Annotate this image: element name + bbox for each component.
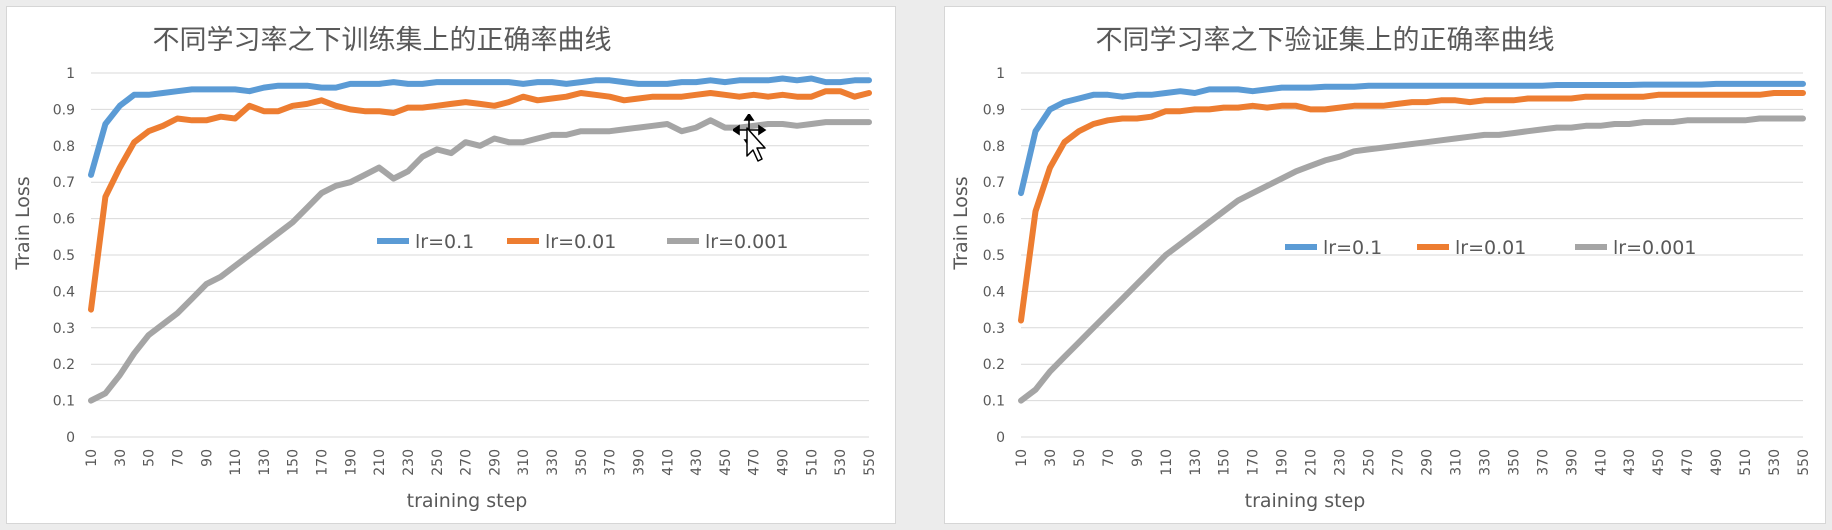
x-tick-label: 350 bbox=[574, 449, 590, 476]
x-tick-label: 390 bbox=[1564, 449, 1580, 476]
legend-label: lr=0.001 bbox=[1613, 237, 1696, 259]
y-tick-label: 0.9 bbox=[53, 102, 75, 118]
y-tick-label: 0.4 bbox=[53, 284, 75, 300]
y-tick-label: 0.7 bbox=[53, 175, 75, 191]
x-tick-label: 430 bbox=[1622, 449, 1638, 476]
chart-svg-validation: 不同学习率之下验证集上的正确率曲线 training step Train Lo… bbox=[945, 7, 1827, 525]
x-tick-label: 170 bbox=[1246, 449, 1262, 476]
x-tick-label: 90 bbox=[1130, 449, 1146, 467]
chart-panel-validation: 不同学习率之下验证集上的正确率曲线 training step Train Lo… bbox=[944, 6, 1826, 524]
x-tick-label: 30 bbox=[1043, 449, 1059, 467]
y-tick-label: 0.6 bbox=[53, 212, 75, 228]
x-tick-label: 110 bbox=[1159, 449, 1175, 476]
x-tick-label: 90 bbox=[199, 449, 215, 467]
y-axis-title: Train Loss bbox=[950, 176, 972, 270]
x-tick-label: 130 bbox=[257, 449, 273, 476]
x-tick-label: 70 bbox=[1101, 449, 1117, 467]
x-tick-label: 490 bbox=[1709, 449, 1725, 476]
x-tick-label: 70 bbox=[170, 449, 186, 467]
legend-label: lr=0.01 bbox=[545, 231, 616, 253]
x-tick-label: 250 bbox=[1362, 449, 1378, 476]
x-tick-label: 150 bbox=[1217, 449, 1233, 476]
y-tick-label: 0.8 bbox=[53, 139, 75, 155]
chart-panel-train: 不同学习率之下训练集上的正确率曲线 training step Train Lo… bbox=[6, 6, 896, 524]
x-tick-label: 10 bbox=[1014, 449, 1030, 467]
x-tick-label: 430 bbox=[689, 449, 705, 476]
x-tick-label: 530 bbox=[833, 449, 849, 476]
x-tick-label: 450 bbox=[1651, 449, 1667, 476]
x-tick-label: 410 bbox=[1593, 449, 1609, 476]
x-tick-label: 110 bbox=[228, 449, 244, 476]
x-tick-label: 150 bbox=[286, 449, 302, 476]
y-tick-label: 0.1 bbox=[53, 394, 75, 410]
y-tick-label: 0.2 bbox=[53, 357, 75, 373]
x-tick-label: 550 bbox=[862, 449, 878, 476]
y-tick-label: 0.3 bbox=[53, 321, 75, 337]
legend-label: lr=0.001 bbox=[705, 231, 788, 253]
y-tick-label: 0.2 bbox=[983, 357, 1005, 373]
x-tick-label: 410 bbox=[660, 449, 676, 476]
chart-title: 不同学习率之下验证集上的正确率曲线 bbox=[1096, 25, 1555, 56]
x-axis-title: training step bbox=[1245, 490, 1366, 512]
y-tick-label: 0.5 bbox=[53, 248, 75, 264]
x-tick-label: 330 bbox=[545, 449, 561, 476]
y-tick-label: 0.8 bbox=[983, 139, 1005, 155]
x-tick-label: 550 bbox=[1796, 449, 1812, 476]
x-tick-label: 270 bbox=[1391, 449, 1407, 476]
y-tick-label: 0.9 bbox=[983, 102, 1005, 118]
x-tick-label: 310 bbox=[1448, 449, 1464, 476]
x-tick-label: 190 bbox=[1275, 449, 1291, 476]
move-cursor-icon bbox=[733, 114, 769, 164]
y-tick-label: 0.4 bbox=[983, 284, 1005, 300]
y-tick-label: 1 bbox=[66, 66, 75, 82]
legend-label: lr=0.01 bbox=[1455, 237, 1526, 259]
y-tick-label: 0.1 bbox=[983, 394, 1005, 410]
x-tick-label: 210 bbox=[372, 449, 388, 476]
x-tick-label: 330 bbox=[1477, 449, 1493, 476]
y-tick-label: 0.7 bbox=[983, 175, 1005, 191]
chart-title: 不同学习率之下训练集上的正确率曲线 bbox=[153, 25, 612, 56]
x-tick-label: 10 bbox=[84, 449, 100, 467]
x-tick-label: 230 bbox=[1333, 449, 1349, 476]
legend-label: lr=0.1 bbox=[1323, 237, 1382, 259]
y-tick-label: 0.3 bbox=[983, 321, 1005, 337]
legend-label: lr=0.1 bbox=[415, 231, 474, 253]
x-tick-label: 170 bbox=[315, 449, 331, 476]
x-axis-title: training step bbox=[407, 490, 528, 512]
y-tick-label: 0.6 bbox=[983, 212, 1005, 228]
x-tick-label: 450 bbox=[718, 449, 734, 476]
x-tick-label: 230 bbox=[401, 449, 417, 476]
x-tick-label: 390 bbox=[631, 449, 647, 476]
x-tick-label: 530 bbox=[1767, 449, 1783, 476]
x-tick-label: 50 bbox=[1072, 449, 1088, 467]
series-line-lr-0-001 bbox=[1021, 119, 1803, 401]
y-tick-label: 0 bbox=[996, 430, 1005, 446]
x-tick-label: 270 bbox=[459, 449, 475, 476]
x-tick-label: 190 bbox=[343, 449, 359, 476]
x-tick-label: 130 bbox=[1188, 449, 1204, 476]
y-axis-title: Train Loss bbox=[12, 176, 34, 270]
y-tick-label: 0.5 bbox=[983, 248, 1005, 264]
x-tick-label: 370 bbox=[1535, 449, 1551, 476]
x-tick-label: 370 bbox=[603, 449, 619, 476]
x-tick-label: 290 bbox=[1419, 449, 1435, 476]
x-tick-label: 310 bbox=[516, 449, 532, 476]
x-tick-label: 250 bbox=[430, 449, 446, 476]
x-tick-label: 490 bbox=[776, 449, 792, 476]
x-tick-label: 470 bbox=[747, 449, 763, 476]
x-tick-label: 50 bbox=[142, 449, 158, 467]
x-tick-label: 30 bbox=[113, 449, 129, 467]
x-tick-label: 470 bbox=[1680, 449, 1696, 476]
x-tick-label: 210 bbox=[1304, 449, 1320, 476]
x-tick-label: 510 bbox=[804, 449, 820, 476]
y-tick-label: 1 bbox=[996, 66, 1005, 82]
x-tick-label: 350 bbox=[1506, 449, 1522, 476]
chart-svg-train: 不同学习率之下训练集上的正确率曲线 training step Train Lo… bbox=[7, 7, 897, 525]
y-tick-label: 0 bbox=[66, 430, 75, 446]
x-tick-label: 510 bbox=[1738, 449, 1754, 476]
x-tick-label: 290 bbox=[487, 449, 503, 476]
